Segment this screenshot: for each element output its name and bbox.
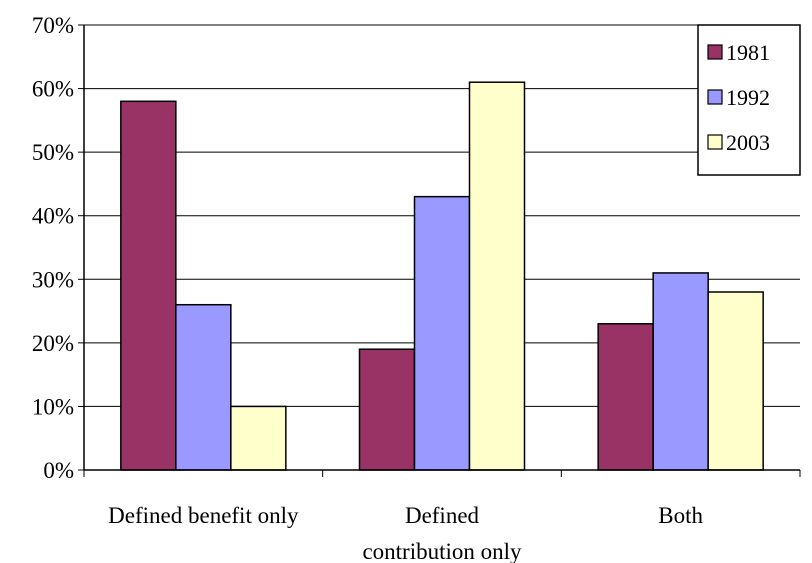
y-tick-label-70: 70% <box>32 13 74 38</box>
y-tick-label-50: 50% <box>32 140 74 165</box>
bar-2003-cat0 <box>230 405 287 471</box>
x-tick-label-line: Defined <box>405 503 480 528</box>
x-tick-label-2: Both <box>658 503 703 528</box>
bar-1992-cat0 <box>175 303 232 471</box>
y-tick-label-20: 20% <box>32 331 74 356</box>
y-tick-label-40: 40% <box>32 204 74 229</box>
x-tick-label-line: Both <box>658 503 703 528</box>
x-tick-label-line: Defined benefit only <box>108 503 299 528</box>
x-tick-label-line: contribution only <box>362 539 522 563</box>
axes <box>78 24 801 477</box>
bars <box>120 81 764 471</box>
x-tick-label-0: Defined benefit only <box>108 503 299 528</box>
y-tick-labels: 0% 10% 20% 30% 40% 50% 60% 70% <box>32 13 74 483</box>
legend-swatch-2003 <box>707 134 723 150</box>
bar-1992-cat2 <box>652 272 709 471</box>
bar-1992-cat1 <box>413 195 471 471</box>
bar-2003-cat1 <box>468 81 526 471</box>
y-tick-label-60: 60% <box>32 77 74 102</box>
y-tick-label-0: 0% <box>43 458 74 483</box>
legend-label-1992: 1992 <box>726 85 770 110</box>
x-tick-label-1: Defined contribution only <box>362 503 522 563</box>
bar-2003-cat2 <box>707 291 764 471</box>
legend-swatch-1992 <box>707 89 723 105</box>
y-tick-label-30: 30% <box>32 267 74 292</box>
legend-swatch-1981 <box>707 44 723 60</box>
legend-label-2003: 2003 <box>726 130 770 155</box>
x-tick-labels: Defined benefit only Defined contribution … <box>108 503 703 563</box>
bar-1981-cat2 <box>597 323 654 471</box>
bar-1981-cat0 <box>120 100 177 471</box>
bar-1981-cat1 <box>358 348 416 471</box>
legend-label-1981: 1981 <box>726 40 770 65</box>
y-tick-label-10: 10% <box>32 394 74 419</box>
legend: 1981 1992 2003 <box>697 24 801 176</box>
